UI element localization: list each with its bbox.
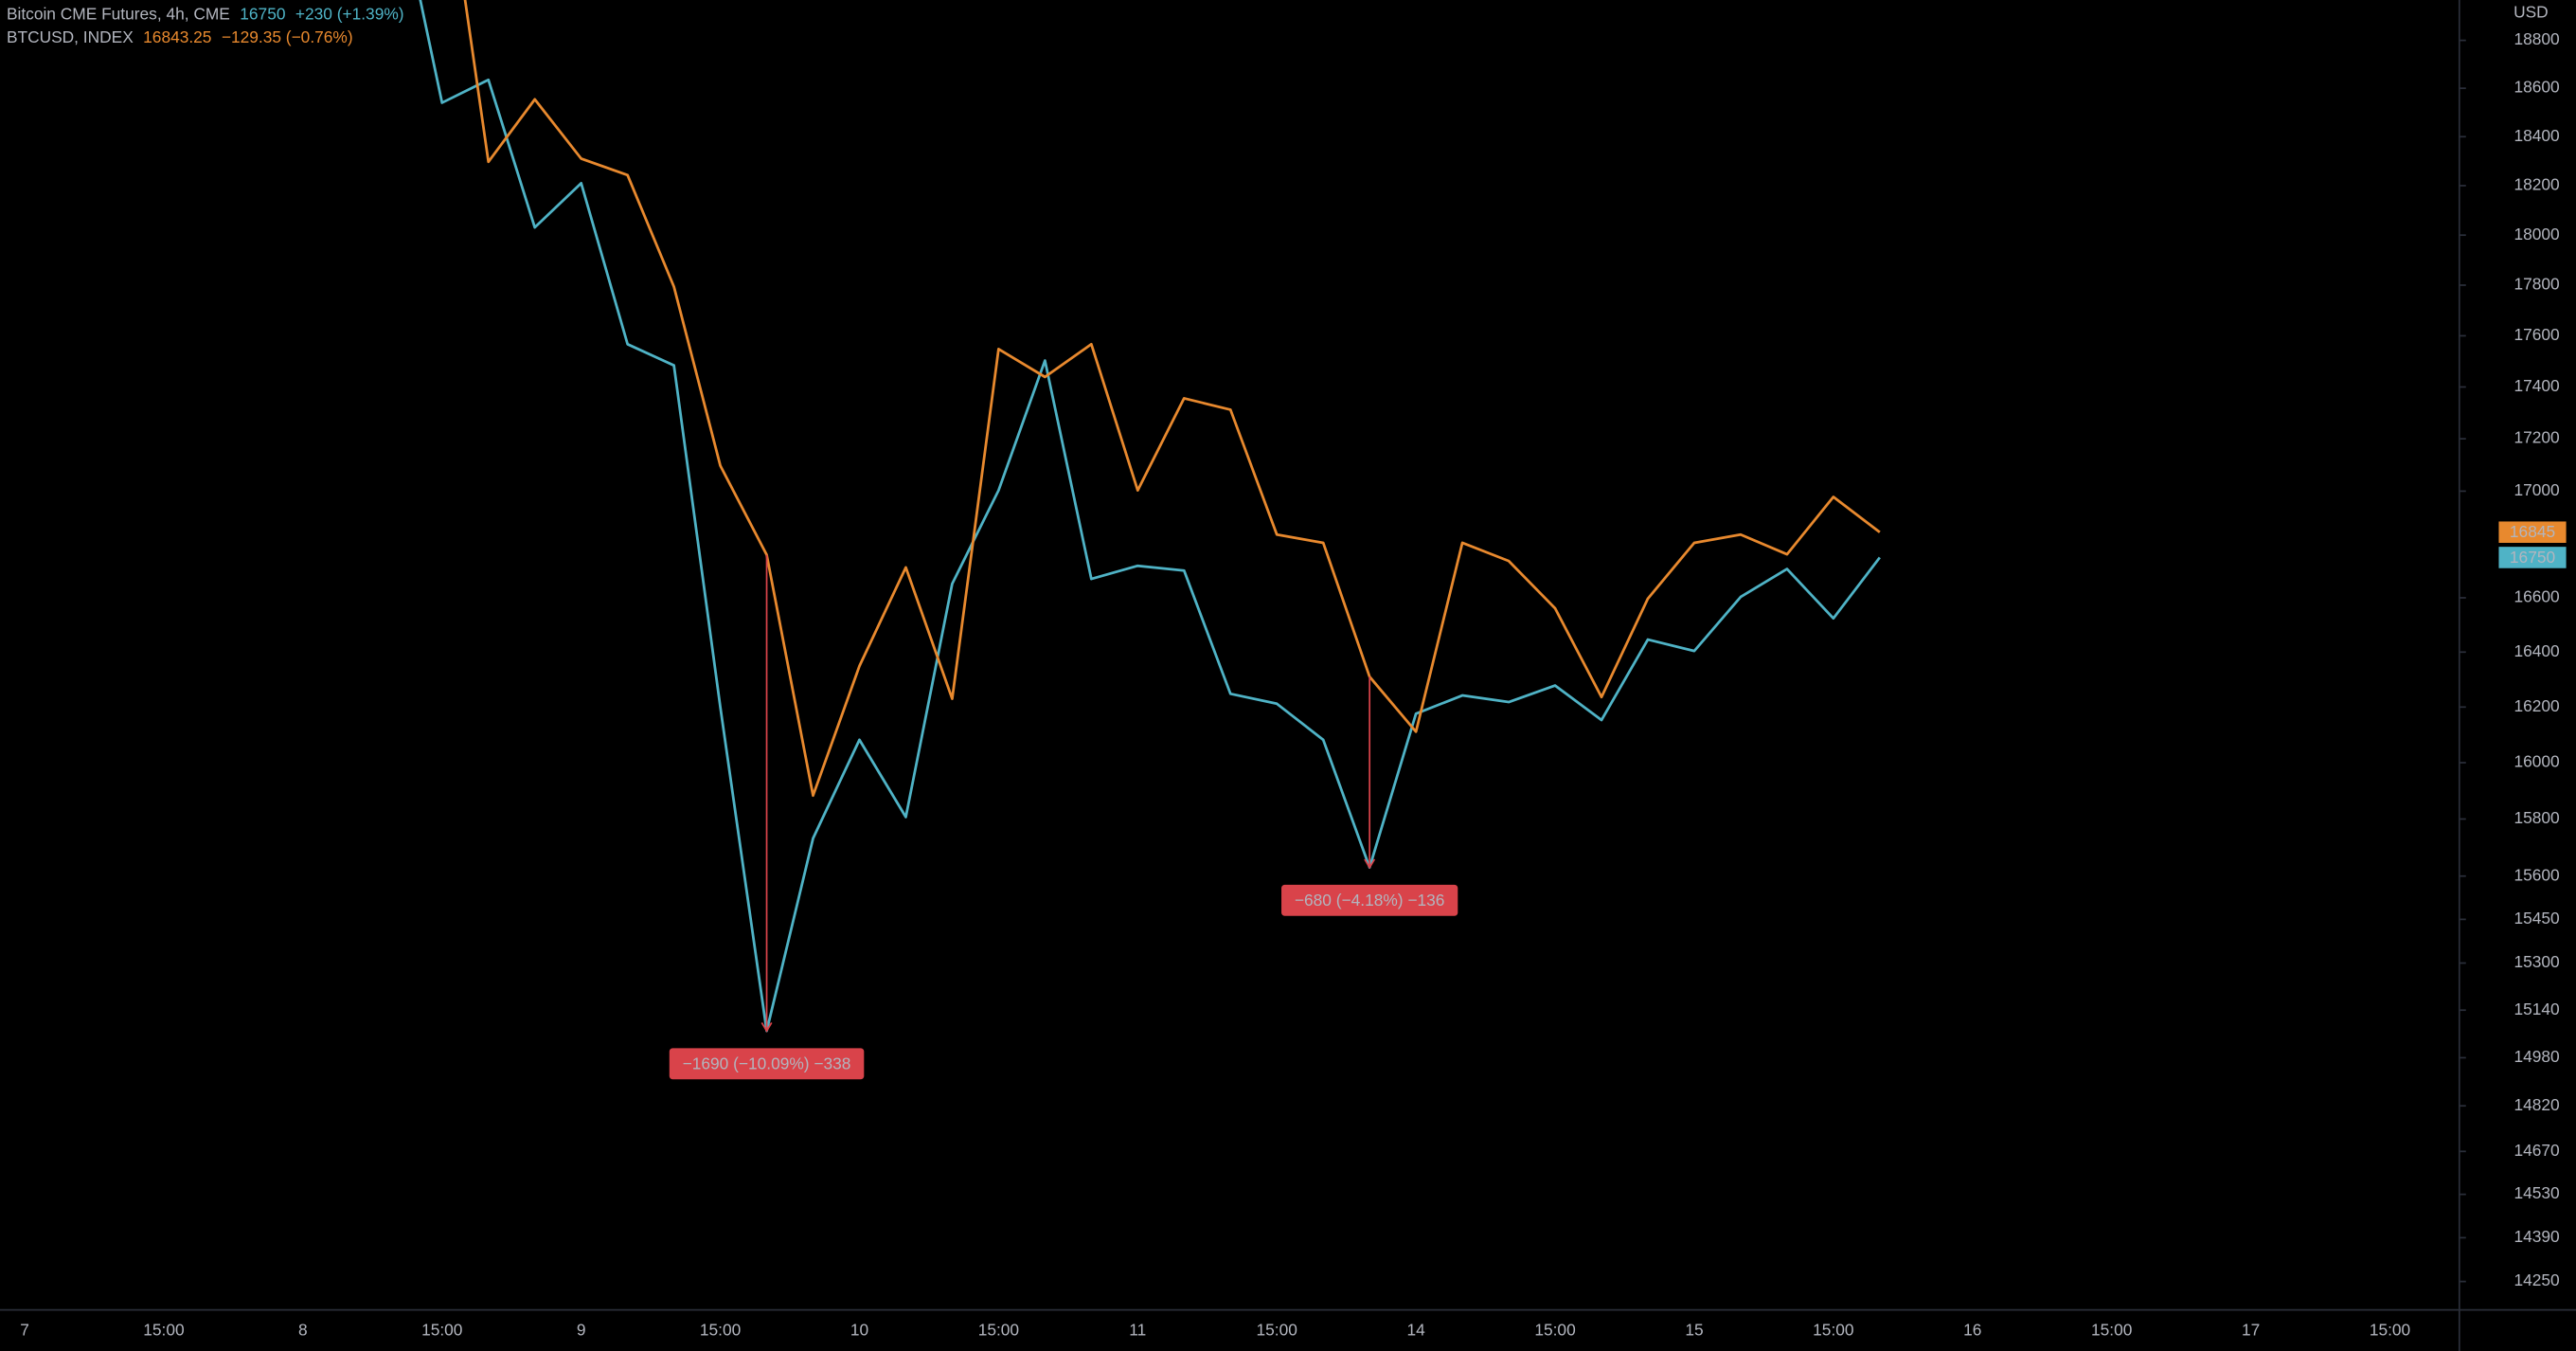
y-tick-label: 17000 — [2513, 480, 2559, 499]
y-tick-label: 14250 — [2513, 1270, 2559, 1289]
y-tick-label: 18000 — [2513, 225, 2559, 243]
legend-name: BTCUSD, INDEX — [7, 27, 134, 46]
y-tick-label: 16000 — [2513, 752, 2559, 771]
y-tick-label: 15800 — [2513, 808, 2559, 827]
y-tick-label: 16400 — [2513, 641, 2559, 660]
y-tick-label: 17200 — [2513, 428, 2559, 447]
series-line — [419, 0, 1881, 1033]
x-tick-label: 16 — [1963, 1321, 1981, 1340]
x-tick-label: 15:00 — [1534, 1321, 1575, 1340]
y-tick-label: 17400 — [2513, 376, 2559, 395]
series-line — [463, 0, 1881, 798]
x-tick-label: 15 — [1685, 1321, 1703, 1340]
price-label-box — [2498, 521, 2567, 543]
axis-unit: USD — [2513, 2, 2549, 21]
y-tick-label: 18600 — [2513, 78, 2559, 97]
y-tick-label: 15300 — [2513, 952, 2559, 971]
legend-change: −129.35 (−0.76%) — [222, 27, 353, 46]
measure-label-box — [1281, 884, 1458, 916]
legend-row: Bitcoin CME Futures, 4h, CME 16750 +230 (+… — [7, 4, 404, 23]
y-tick-label: 14530 — [2513, 1183, 2559, 1202]
x-tick-label: 17 — [2242, 1321, 2260, 1340]
y-tick-label: 14670 — [2513, 1141, 2559, 1160]
x-tick-label: 14 — [1406, 1321, 1425, 1340]
measure-label: −1690 (−10.09%) −338 — [683, 1054, 851, 1072]
measure-arrow — [1364, 858, 1376, 870]
x-tick-label: 9 — [577, 1321, 586, 1340]
x-tick-label: 10 — [850, 1321, 868, 1340]
x-tick-label: 15:00 — [2091, 1321, 2132, 1340]
y-tick-label: 14820 — [2513, 1095, 2559, 1114]
x-tick-label: 7 — [20, 1321, 29, 1340]
x-tick-label: 11 — [1129, 1321, 1146, 1340]
x-tick-label: 15:00 — [143, 1321, 184, 1340]
legend-last: 16843.25 — [143, 27, 211, 46]
price-label: 16750 — [2510, 548, 2555, 567]
x-tick-label: 15:00 — [421, 1321, 462, 1340]
y-tick-label: 17600 — [2513, 325, 2559, 344]
y-tick-label: 18800 — [2513, 29, 2559, 48]
y-tick-label: 14980 — [2513, 1047, 2559, 1066]
plot-area — [419, 0, 1881, 1033]
legend-change: +230 (+1.39%) — [295, 4, 404, 23]
y-tick-label: 16200 — [2513, 696, 2559, 715]
y-tick-label: 18400 — [2513, 126, 2559, 145]
legend-last: 16750 — [240, 4, 285, 23]
y-tick-label: 18200 — [2513, 175, 2559, 194]
x-tick-label: 15:00 — [978, 1321, 1019, 1340]
x-tick-label: 8 — [298, 1321, 308, 1340]
y-tick-label: 16600 — [2513, 587, 2559, 606]
y-tick-label: 15600 — [2513, 865, 2559, 884]
overlay: 18800 18600 18400 18200 18000 17800 17600 17400… — [20, 29, 2567, 1340]
x-tick-label: 15:00 — [2370, 1321, 2410, 1340]
legend-name: Bitcoin CME Futures, 4h, CME — [7, 4, 230, 23]
x-tick-label: 15:00 — [1813, 1321, 1853, 1340]
price-label-box — [2498, 547, 2567, 568]
y-tick-label: 15450 — [2513, 909, 2559, 928]
x-tick-label: 15:00 — [1257, 1321, 1297, 1340]
x-tick-label: 15:00 — [700, 1321, 741, 1340]
y-tick-label: 15140 — [2513, 1000, 2559, 1018]
price-label: 16845 — [2510, 522, 2555, 541]
measure-arrow — [760, 1022, 773, 1033]
measure-label: −680 (−4.18%) −136 — [1295, 891, 1444, 910]
y-tick-label: 17800 — [2513, 275, 2559, 294]
measure-label-box — [669, 1048, 865, 1080]
legend-row: BTCUSD, INDEX 16843.25 −129.35 (−0.76%) — [7, 27, 353, 46]
y-tick-label: 14390 — [2513, 1227, 2559, 1246]
